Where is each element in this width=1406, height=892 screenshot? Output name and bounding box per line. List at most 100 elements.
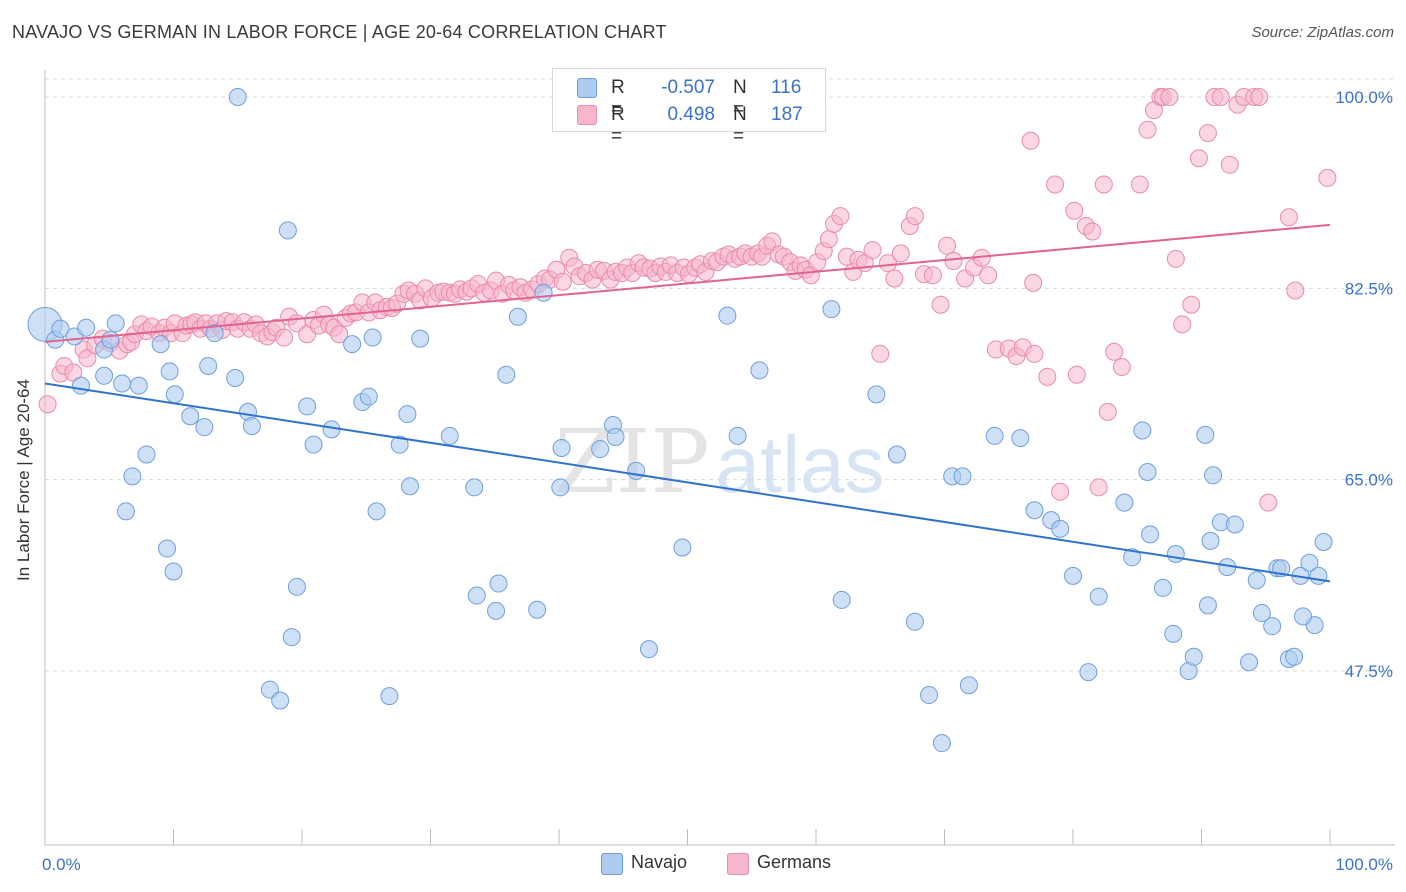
navajo-point bbox=[1064, 566, 1082, 585]
navajo-point bbox=[77, 318, 96, 337]
x-tick-label-start: 0.0% bbox=[42, 855, 81, 874]
navajo-point bbox=[226, 368, 245, 387]
german-point bbox=[1089, 478, 1108, 497]
navajo-point bbox=[1263, 617, 1282, 636]
navajo-point bbox=[1252, 604, 1271, 623]
german-point bbox=[938, 236, 957, 255]
german-point bbox=[871, 344, 890, 363]
navajo-point bbox=[380, 687, 399, 706]
german-point bbox=[330, 325, 349, 344]
german-point bbox=[553, 272, 572, 291]
german-point bbox=[1286, 281, 1305, 300]
navajo-point bbox=[1294, 607, 1313, 626]
navajo-point bbox=[260, 680, 279, 699]
navajo-point bbox=[304, 435, 323, 454]
navajo-point bbox=[920, 686, 939, 705]
navajo-point bbox=[228, 88, 247, 106]
navajo-point bbox=[1123, 548, 1142, 567]
navajo-point bbox=[1196, 425, 1215, 444]
navajo-point bbox=[1204, 466, 1223, 485]
german-point bbox=[275, 328, 294, 347]
german-point bbox=[1211, 88, 1230, 106]
stats-box: R = -0.507 N = 116 R = 0.498 N = 187 bbox=[552, 68, 826, 147]
navajo-point bbox=[1247, 571, 1266, 590]
legend-navajo-label: Navajo bbox=[631, 852, 688, 872]
y-tick-labels: 47.5% 65.0% 82.5% 100.0% bbox=[1335, 88, 1393, 681]
navajo-n-value: 116 bbox=[771, 77, 802, 98]
german-point bbox=[1105, 342, 1124, 361]
german-point bbox=[1098, 402, 1117, 421]
navajo-point bbox=[1138, 463, 1157, 482]
navajo-point bbox=[390, 435, 409, 454]
german-point bbox=[1067, 365, 1086, 384]
navajo-point bbox=[718, 306, 737, 325]
navajo-point bbox=[639, 640, 658, 659]
x-tick-labels: 0.0% 100.0% bbox=[42, 855, 1393, 874]
navajo-point bbox=[591, 440, 610, 459]
navajo-point bbox=[151, 335, 170, 354]
navajo-r-label: R = bbox=[611, 77, 625, 120]
navajo-point bbox=[271, 691, 290, 710]
navajo-point bbox=[367, 502, 386, 521]
navajo-point bbox=[1198, 596, 1217, 615]
navajo-point bbox=[822, 300, 841, 319]
navajo-point bbox=[137, 445, 156, 464]
navajo-point bbox=[123, 467, 142, 486]
navajo-point bbox=[1115, 493, 1134, 512]
german-point bbox=[923, 266, 942, 285]
navajo-point bbox=[1201, 531, 1220, 550]
german-point bbox=[1173, 315, 1192, 334]
navajo-point bbox=[508, 307, 527, 326]
navajo-point bbox=[160, 362, 179, 381]
navajo-point bbox=[551, 478, 570, 497]
navajo-point bbox=[867, 385, 886, 404]
german-point bbox=[1318, 168, 1337, 187]
navajo-point bbox=[440, 426, 459, 445]
navajo-point bbox=[1025, 501, 1044, 520]
german-point bbox=[1166, 249, 1185, 268]
navajo-point bbox=[552, 438, 571, 457]
navajo-point bbox=[750, 361, 769, 380]
german-point bbox=[1130, 175, 1149, 194]
legend-german-label: Germans bbox=[757, 852, 832, 872]
navajo-point bbox=[489, 574, 508, 593]
navajo-point bbox=[887, 445, 906, 464]
navajo-point bbox=[905, 612, 924, 631]
navajo-point bbox=[116, 502, 135, 521]
german-point bbox=[1038, 367, 1057, 386]
navajo-point bbox=[1300, 553, 1319, 572]
german-point bbox=[1046, 175, 1065, 194]
navajo-point bbox=[1133, 421, 1152, 440]
navajo-point bbox=[165, 385, 184, 404]
navajo-n-label: N = bbox=[733, 77, 747, 120]
german-point bbox=[38, 395, 57, 414]
navajo-swatch bbox=[577, 78, 597, 98]
german-point bbox=[1094, 175, 1113, 194]
navajo-point bbox=[411, 329, 430, 348]
german-point bbox=[1182, 295, 1201, 314]
navajo-r-value: -0.507 bbox=[661, 77, 715, 98]
navajo-point bbox=[487, 601, 506, 620]
german-point bbox=[885, 269, 904, 288]
navajo-point bbox=[1184, 647, 1203, 666]
source-label: Source: ZipAtlas.com bbox=[1251, 24, 1394, 41]
german-n-value: 187 bbox=[771, 104, 803, 125]
navajo-point bbox=[1153, 578, 1172, 597]
navajo-point bbox=[1225, 515, 1244, 534]
navajo-point bbox=[1285, 647, 1304, 666]
navajo-point bbox=[606, 428, 625, 447]
navajo-point bbox=[673, 538, 692, 557]
german-trend-line bbox=[44, 223, 1331, 343]
navajo-point bbox=[1051, 519, 1070, 538]
navajo-point bbox=[1166, 545, 1185, 564]
navajo-point bbox=[158, 539, 177, 558]
navajo-point bbox=[181, 407, 200, 426]
navajo-point bbox=[164, 562, 183, 581]
axis-ticks bbox=[173, 829, 1331, 845]
navajo-point bbox=[627, 461, 646, 480]
navajo-point bbox=[1011, 429, 1030, 448]
german-point bbox=[1025, 344, 1044, 363]
navajo-point bbox=[728, 426, 747, 445]
legend-german-swatch bbox=[727, 853, 749, 875]
navajo-point bbox=[1164, 624, 1183, 643]
